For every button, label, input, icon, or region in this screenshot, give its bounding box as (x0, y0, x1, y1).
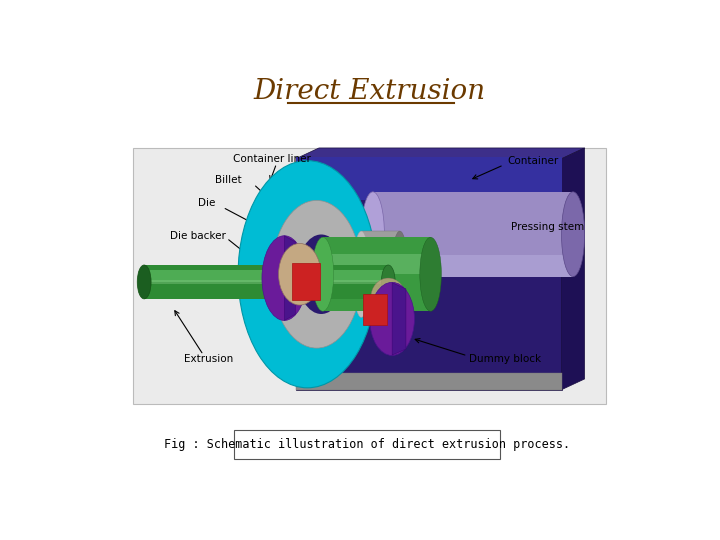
Ellipse shape (138, 265, 151, 299)
Ellipse shape (312, 237, 333, 311)
Ellipse shape (370, 282, 415, 355)
Ellipse shape (262, 236, 307, 320)
Polygon shape (392, 283, 406, 355)
Polygon shape (284, 236, 295, 320)
Ellipse shape (271, 200, 361, 348)
Bar (296, 159, 562, 390)
Ellipse shape (361, 192, 384, 276)
Text: Container liner: Container liner (233, 154, 310, 164)
Bar (144, 265, 388, 299)
Ellipse shape (382, 265, 395, 299)
Bar (296, 236, 562, 257)
Text: Billet: Billet (215, 176, 242, 185)
Bar (296, 157, 562, 200)
Bar (373, 255, 573, 276)
Text: Die backer: Die backer (171, 231, 226, 241)
Text: Pressing stem: Pressing stem (511, 221, 585, 232)
Ellipse shape (420, 237, 441, 311)
Text: Die: Die (198, 198, 215, 208)
Text: Direct Extrusion: Direct Extrusion (253, 78, 485, 105)
Ellipse shape (562, 192, 585, 276)
Bar (323, 254, 431, 274)
Bar (133, 148, 606, 403)
Polygon shape (562, 148, 585, 390)
Text: Fig : Schematic illustration of direct extrusion process.: Fig : Schematic illustration of direct e… (164, 438, 570, 451)
Bar (234, 430, 500, 459)
Ellipse shape (279, 244, 321, 305)
Ellipse shape (371, 278, 405, 316)
Ellipse shape (353, 231, 370, 318)
Bar (292, 264, 320, 300)
Bar (363, 294, 387, 325)
Text: Dummy block: Dummy block (469, 354, 541, 364)
Bar (323, 237, 431, 311)
Text: Extrusion: Extrusion (184, 354, 233, 364)
Polygon shape (296, 148, 585, 159)
Text: Container: Container (508, 156, 559, 166)
Bar (144, 280, 388, 284)
Bar (144, 270, 388, 282)
Bar (373, 192, 573, 276)
Ellipse shape (297, 234, 346, 314)
Bar (296, 373, 562, 390)
Bar (361, 231, 400, 318)
Ellipse shape (238, 161, 377, 388)
Ellipse shape (392, 231, 408, 318)
